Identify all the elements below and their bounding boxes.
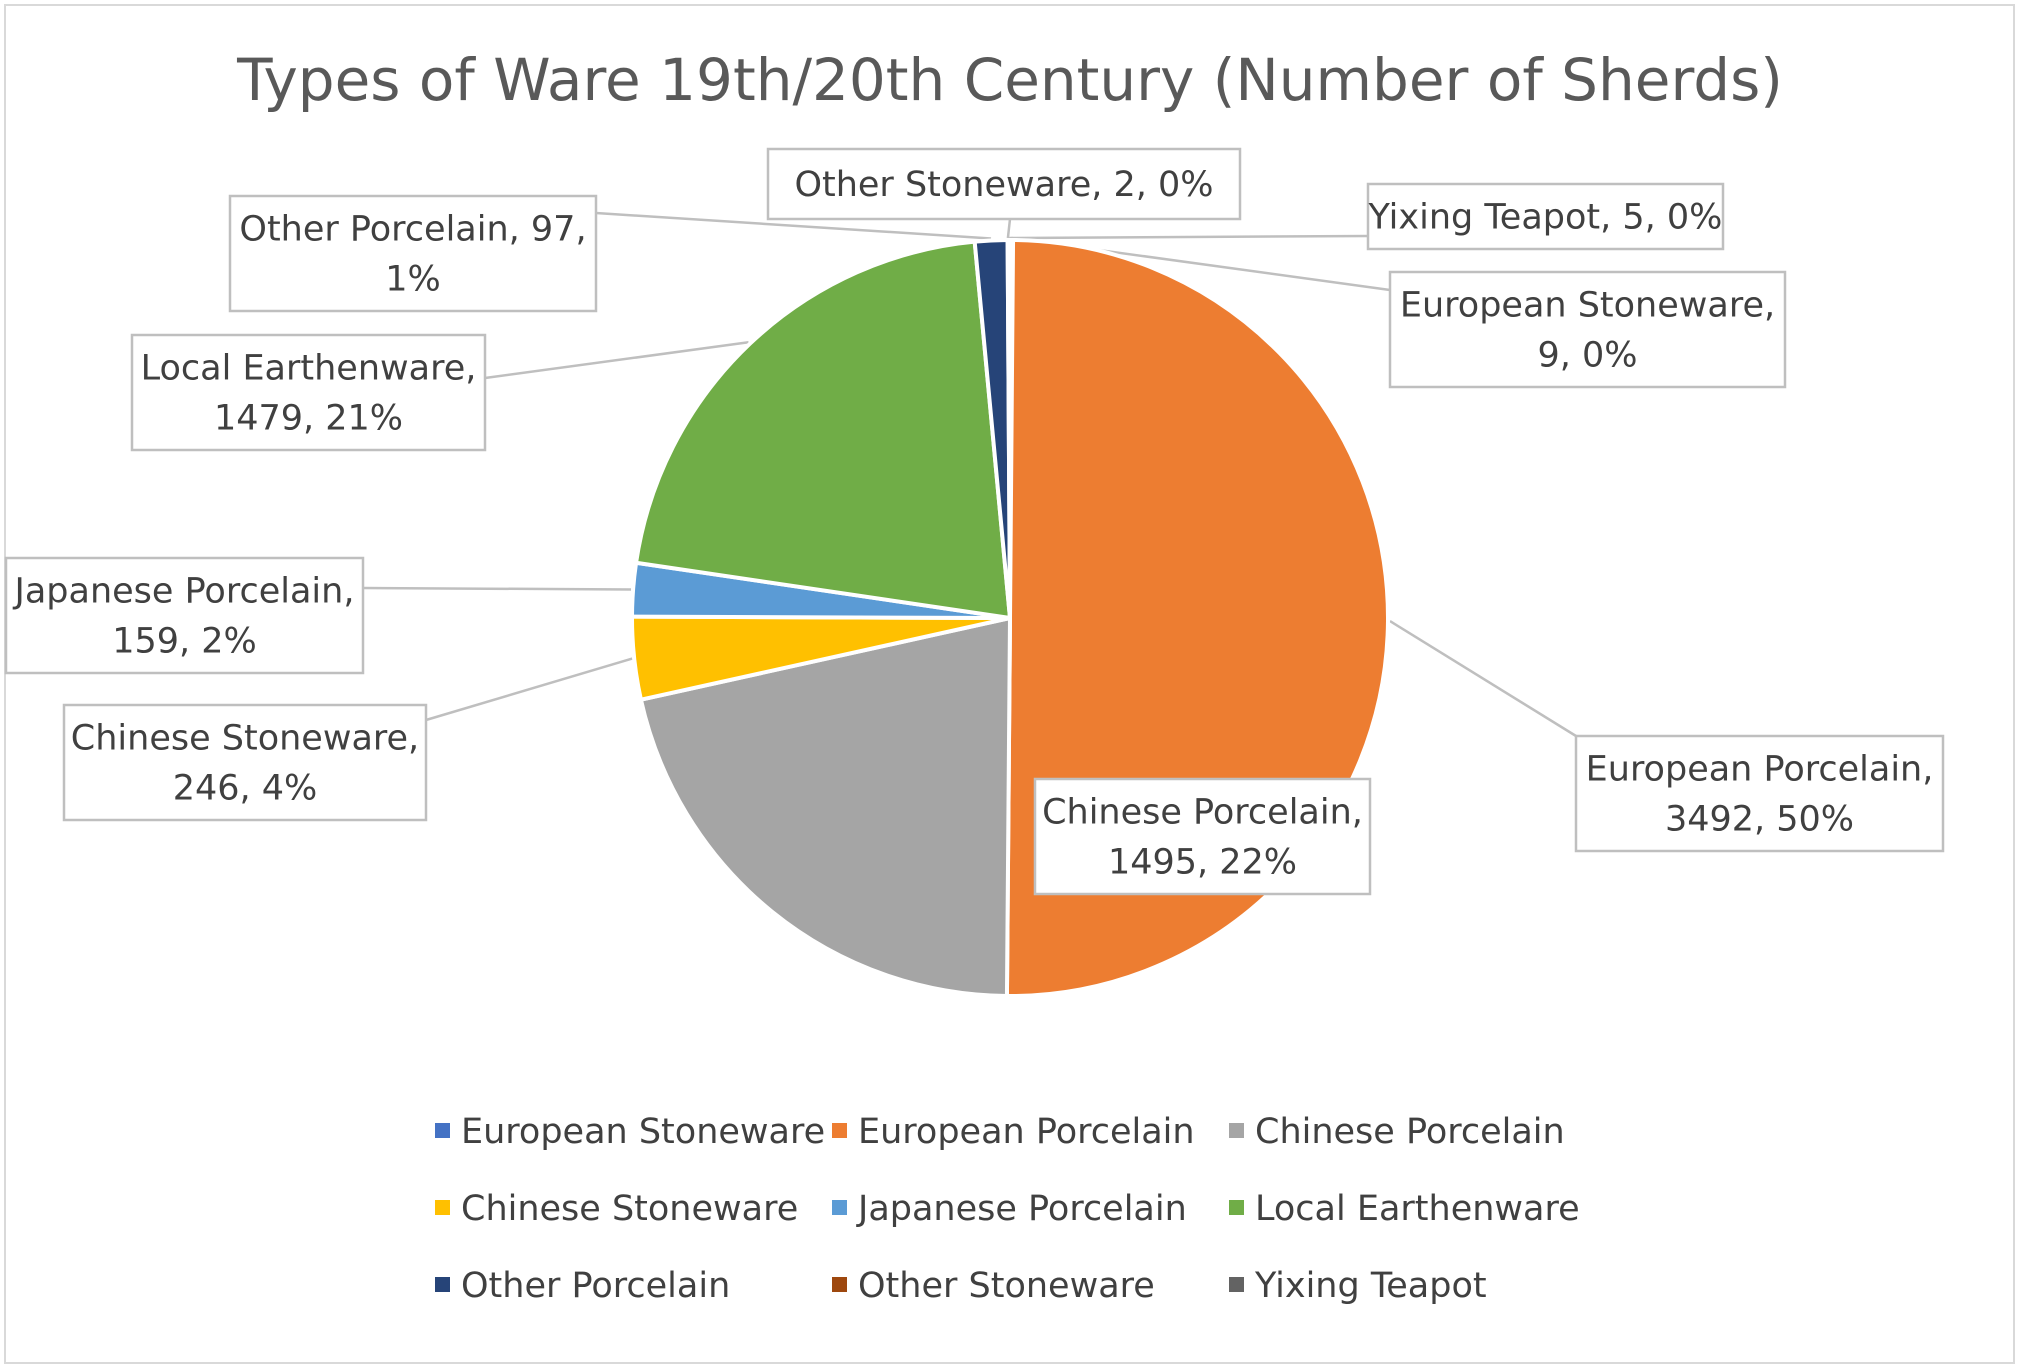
legend-swatch-japanese-porcelain	[832, 1200, 847, 1215]
legend-swatch-chinese-porcelain	[1229, 1123, 1244, 1138]
legend-label-japanese-porcelain: Japanese Porcelain	[856, 1189, 1187, 1229]
legend-swatch-local-earthenware	[1229, 1200, 1244, 1215]
data-label-local-earthenware: 1479, 21%	[214, 399, 403, 439]
data-label-box-european-porcelain	[1574, 734, 1945, 853]
data-label-other-porcelain: Other Porcelain, 97,	[239, 210, 586, 250]
data-label-european-porcelain: European Porcelain,	[1586, 750, 1934, 790]
data-label-chinese-porcelain: 1495, 22%	[1108, 843, 1297, 883]
data-label-box-japanese-porcelain	[4, 556, 365, 675]
data-label-european-stoneware: European Stoneware,	[1400, 286, 1775, 326]
pie-slice-local-earthenware	[634, 239, 1012, 620]
data-label-european-porcelain: 3492, 50%	[1665, 800, 1854, 840]
data-label-european-stoneware: 9, 0%	[1537, 336, 1637, 376]
data-label-box-local-earthenware	[130, 333, 487, 452]
data-label-box-other-porcelain	[228, 194, 598, 313]
data-label-local-earthenware: Local Earthenware,	[141, 349, 477, 389]
data-label-box-yixing-teapot	[1366, 182, 1725, 251]
legend-label-chinese-stoneware: Chinese Stoneware	[461, 1189, 798, 1229]
legend-label-local-earthenware: Local Earthenware	[1255, 1189, 1580, 1229]
legend-label-other-stoneware: Other Stoneware	[858, 1266, 1155, 1306]
data-label-japanese-porcelain: 159, 2%	[112, 622, 257, 662]
legend-swatch-chinese-stoneware	[435, 1200, 450, 1215]
data-label-japanese-porcelain: Japanese Porcelain,	[13, 572, 355, 612]
legend-swatch-other-porcelain	[435, 1277, 450, 1292]
leader-line-other-porcelain	[595, 211, 992, 240]
data-label-box-chinese-porcelain	[1033, 777, 1372, 896]
legend-swatch-other-stoneware	[832, 1277, 847, 1292]
data-label-box-european-stoneware	[1388, 270, 1787, 389]
leader-line-local-earthenware	[484, 341, 749, 380]
data-label-chinese-stoneware: 246, 4%	[173, 769, 318, 809]
pie-slice-yixing-teapot	[1006, 237, 1012, 620]
legend-label-other-porcelain: Other Porcelain	[461, 1266, 730, 1306]
legend-swatch-european-stoneware	[435, 1123, 450, 1138]
chart-title: Types of Ware 19th/20th Century (Number …	[236, 46, 1783, 114]
leader-line-other-stoneware	[1006, 218, 1012, 239]
pie-slice-chinese-porcelain	[638, 616, 1012, 998]
leader-line-european-porcelain	[1389, 620, 1577, 738]
data-label-chinese-porcelain: Chinese Porcelain,	[1042, 793, 1363, 833]
data-label-other-porcelain: 1%	[385, 260, 441, 300]
data-label-other-stoneware: Other Stoneware, 2, 0%	[794, 165, 1213, 205]
data-label-box-chinese-stoneware	[62, 703, 428, 822]
data-label-yixing-teapot: Yixing Teapot, 5, 0%	[1368, 198, 1723, 238]
leader-line-japanese-porcelain	[362, 586, 632, 591]
leader-line-chinese-stoneware	[425, 657, 633, 722]
legend-label-yixing-teapot: Yixing Teapot	[1254, 1266, 1487, 1306]
data-label-chinese-stoneware: Chinese Stoneware,	[71, 719, 419, 759]
legend-label-european-porcelain: European Porcelain	[858, 1112, 1195, 1152]
leader-line-yixing-teapot	[1009, 234, 1369, 240]
data-label-box-other-stoneware	[766, 147, 1242, 221]
legend-label-chinese-porcelain: Chinese Porcelain	[1255, 1112, 1565, 1152]
legend-label-european-stoneware: European Stoneware	[461, 1112, 825, 1152]
legend-swatch-european-porcelain	[832, 1123, 847, 1138]
legend-swatch-yixing-teapot	[1229, 1277, 1244, 1292]
